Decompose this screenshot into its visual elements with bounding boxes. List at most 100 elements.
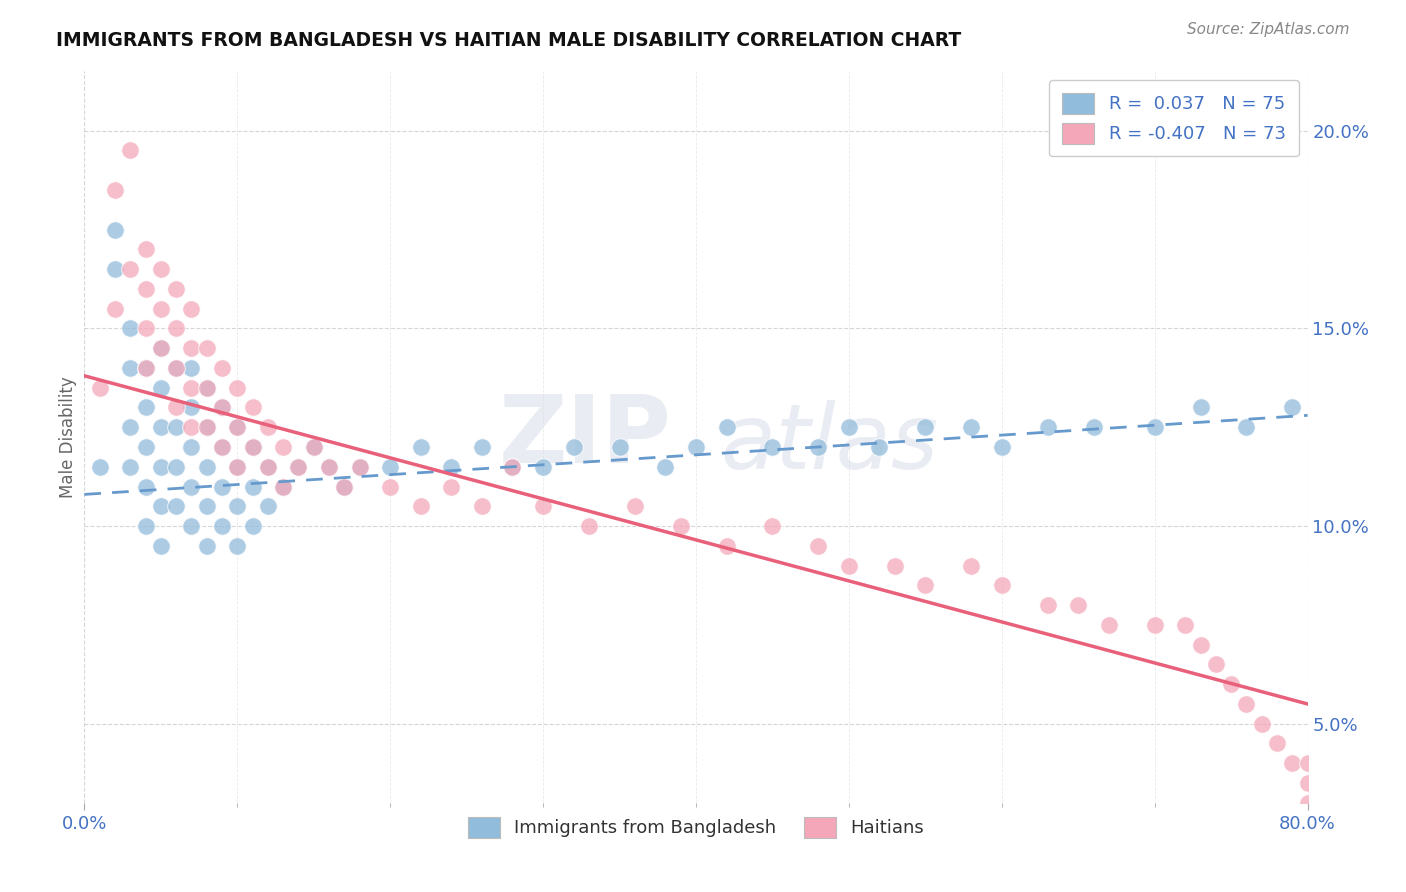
Point [333, 479, 356, 493]
Point [226, 420, 249, 434]
Point [761, 440, 783, 454]
Point [226, 500, 249, 514]
Point [242, 519, 264, 533]
Point [287, 459, 309, 474]
Point [135, 282, 157, 296]
Point [135, 519, 157, 533]
Point [1250, 716, 1272, 731]
Point [761, 519, 783, 533]
Point [1236, 420, 1258, 434]
Point [149, 381, 172, 395]
Point [149, 459, 172, 474]
Point [165, 401, 187, 415]
Point [211, 360, 233, 375]
Point [211, 440, 233, 454]
Legend: Immigrants from Bangladesh, Haitians: Immigrants from Bangladesh, Haitians [457, 806, 935, 848]
Text: IMMIGRANTS FROM BANGLADESH VS HAITIAN MALE DISABILITY CORRELATION CHART: IMMIGRANTS FROM BANGLADESH VS HAITIAN MA… [56, 31, 962, 50]
Point [180, 519, 202, 533]
Point [195, 539, 218, 553]
Point [502, 459, 524, 474]
Point [104, 262, 127, 277]
Point [165, 500, 187, 514]
Point [226, 459, 249, 474]
Point [1036, 598, 1059, 612]
Point [195, 500, 218, 514]
Point [883, 558, 905, 573]
Point [807, 539, 830, 553]
Point [120, 144, 142, 158]
Point [120, 360, 142, 375]
Point [838, 558, 860, 573]
Point [349, 459, 371, 474]
Point [1143, 618, 1166, 632]
Point [838, 420, 860, 434]
Point [1067, 598, 1090, 612]
Point [1281, 401, 1303, 415]
Point [440, 459, 463, 474]
Point [180, 341, 202, 355]
Point [104, 222, 127, 236]
Point [409, 440, 432, 454]
Point [1265, 737, 1288, 751]
Point [991, 440, 1014, 454]
Point [869, 440, 891, 454]
Point [1296, 796, 1319, 810]
Point [471, 500, 494, 514]
Point [165, 321, 187, 335]
Point [685, 440, 707, 454]
Point [242, 401, 264, 415]
Point [242, 479, 264, 493]
Point [380, 459, 402, 474]
Point [271, 440, 294, 454]
Point [211, 479, 233, 493]
Point [242, 440, 264, 454]
Point [318, 459, 340, 474]
Point [120, 321, 142, 335]
Point [716, 539, 738, 553]
Point [380, 479, 402, 493]
Point [104, 301, 127, 316]
Point [302, 440, 325, 454]
Point [257, 459, 280, 474]
Point [135, 242, 157, 256]
Point [318, 459, 340, 474]
Point [960, 420, 983, 434]
Text: ZIP: ZIP [499, 391, 672, 483]
Point [578, 519, 600, 533]
Point [135, 360, 157, 375]
Point [135, 401, 157, 415]
Point [1143, 420, 1166, 434]
Point [807, 440, 830, 454]
Point [1036, 420, 1059, 434]
Point [180, 401, 202, 415]
Point [120, 420, 142, 434]
Point [211, 401, 233, 415]
Point [1205, 657, 1227, 672]
Y-axis label: Male Disability: Male Disability [59, 376, 77, 498]
Point [226, 539, 249, 553]
Point [271, 479, 294, 493]
Point [1098, 618, 1121, 632]
Point [471, 440, 494, 454]
Point [409, 500, 432, 514]
Point [165, 360, 187, 375]
Point [135, 479, 157, 493]
Point [1281, 756, 1303, 771]
Point [180, 360, 202, 375]
Point [226, 381, 249, 395]
Point [349, 459, 371, 474]
Point [211, 440, 233, 454]
Point [960, 558, 983, 573]
Point [149, 420, 172, 434]
Point [149, 262, 172, 277]
Point [180, 381, 202, 395]
Point [149, 539, 172, 553]
Text: atlas: atlas [720, 401, 938, 489]
Point [180, 420, 202, 434]
Point [89, 381, 111, 395]
Point [1220, 677, 1243, 691]
Point [165, 420, 187, 434]
Point [531, 500, 554, 514]
Point [195, 381, 218, 395]
Point [104, 183, 127, 197]
